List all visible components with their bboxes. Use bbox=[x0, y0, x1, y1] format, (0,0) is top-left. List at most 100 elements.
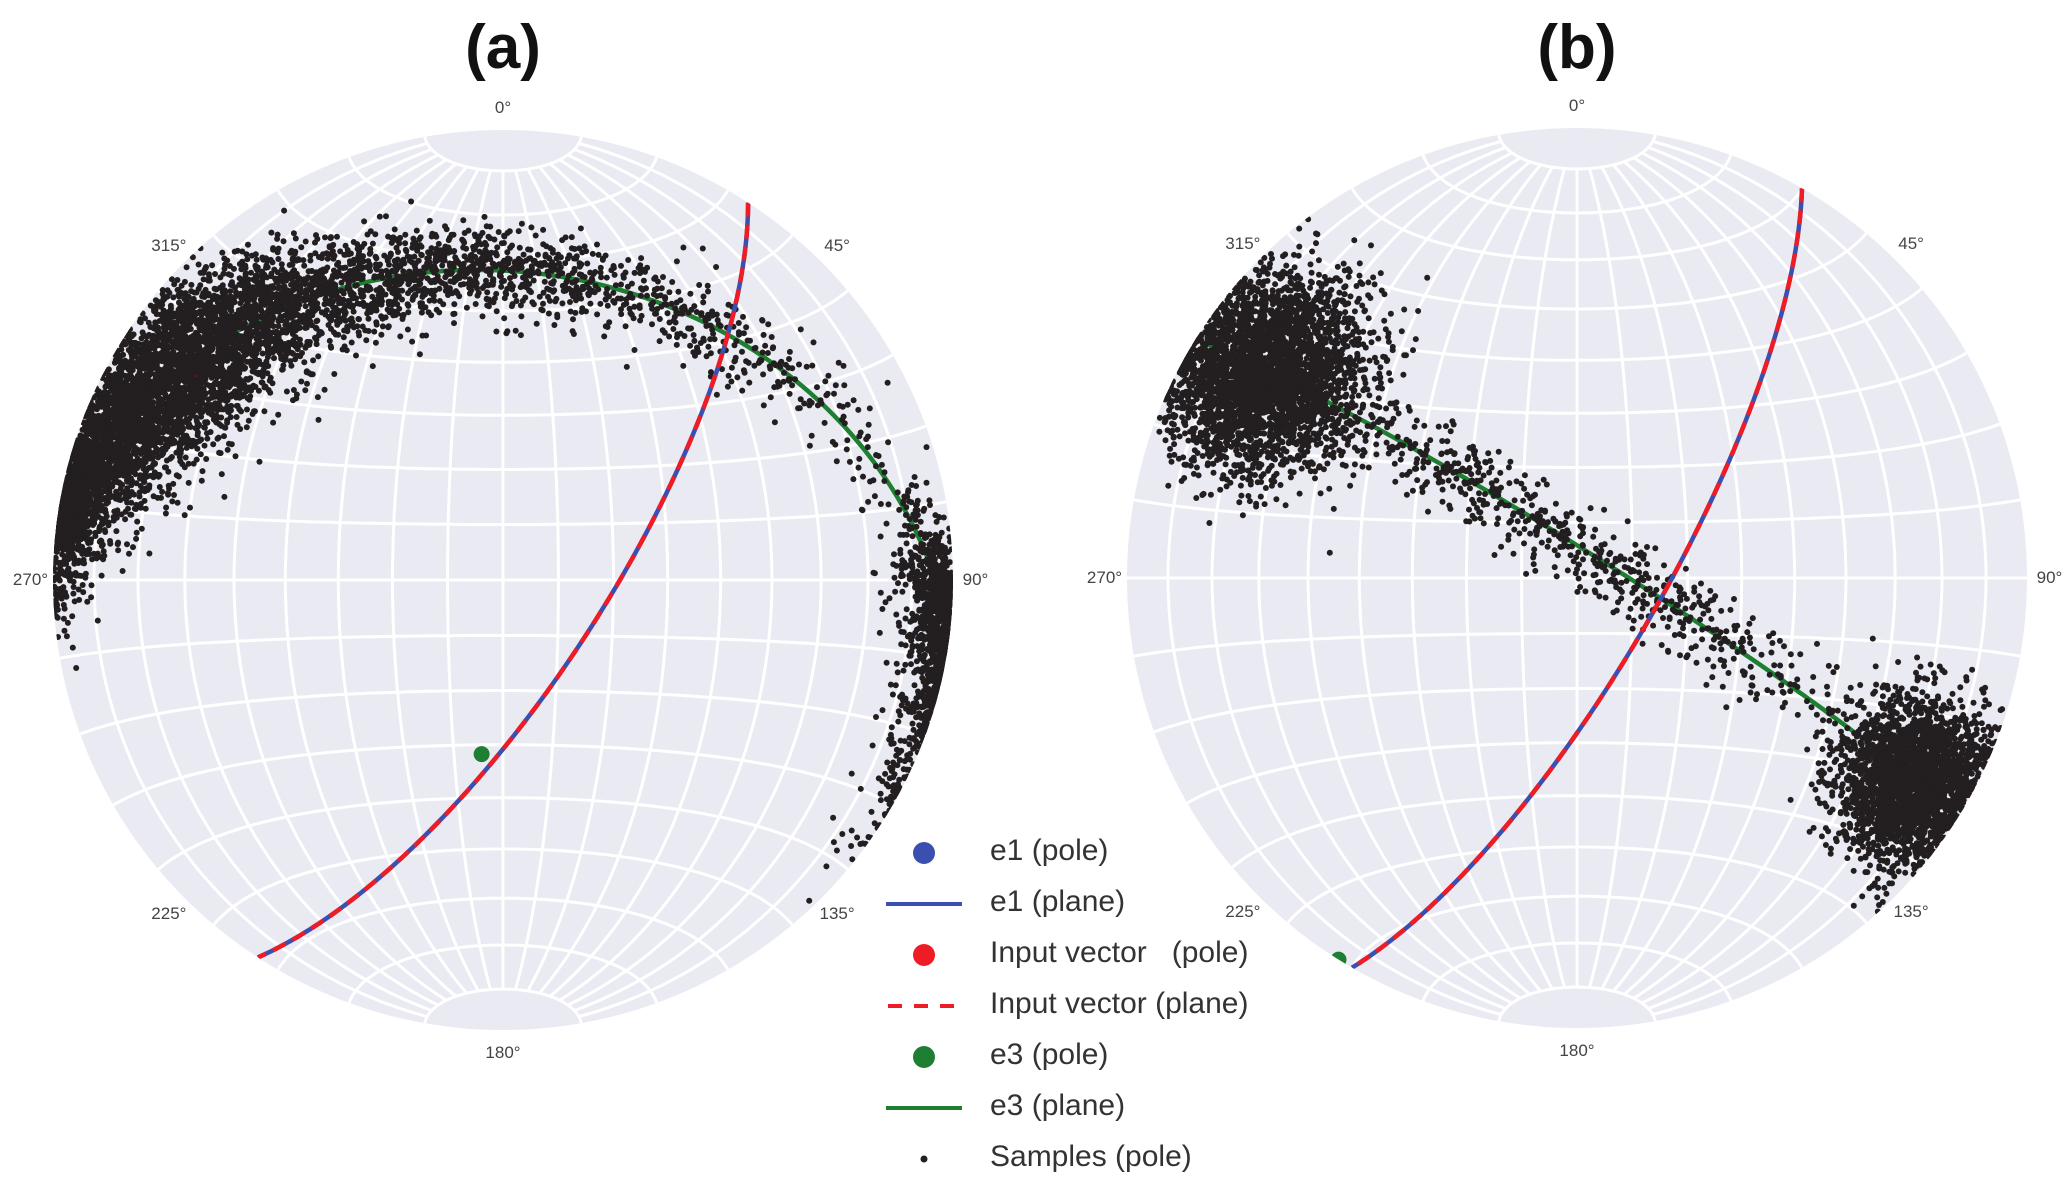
sample-point bbox=[431, 269, 437, 276]
sample-point bbox=[70, 590, 77, 597]
sample-point bbox=[122, 516, 129, 523]
sample-point bbox=[328, 234, 334, 241]
grid-meridian bbox=[445, 170, 492, 990]
sample-point bbox=[900, 766, 907, 773]
sample-point bbox=[124, 499, 131, 506]
sample-point bbox=[498, 283, 505, 290]
grid-meridian bbox=[558, 158, 774, 1002]
sample-point bbox=[200, 276, 207, 283]
sample-point bbox=[877, 797, 884, 804]
sample-point bbox=[374, 287, 381, 294]
sample-point bbox=[810, 339, 817, 346]
sample-point bbox=[428, 233, 435, 240]
sample-point bbox=[465, 227, 472, 234]
sample-point bbox=[869, 742, 876, 749]
sample-point bbox=[939, 555, 946, 562]
sample-point bbox=[833, 847, 840, 854]
sample-point bbox=[130, 544, 136, 551]
samples bbox=[53, 198, 953, 904]
sample-point bbox=[367, 246, 374, 252]
sample-point bbox=[258, 379, 265, 386]
sample-point bbox=[404, 301, 411, 308]
sample-point bbox=[161, 312, 168, 319]
sample-point bbox=[885, 439, 892, 446]
sample-point bbox=[841, 382, 848, 389]
sample-point bbox=[201, 442, 208, 449]
sample-point bbox=[94, 550, 101, 557]
sample-point bbox=[298, 244, 305, 251]
sample-point bbox=[80, 589, 87, 596]
sample-point bbox=[914, 749, 921, 756]
sample-point bbox=[760, 371, 767, 378]
sample-point bbox=[170, 294, 177, 301]
sample-point bbox=[871, 820, 878, 827]
sample-point bbox=[893, 660, 900, 667]
sample-point bbox=[252, 251, 259, 258]
sample-point bbox=[765, 321, 772, 328]
sample-point bbox=[728, 378, 735, 385]
sample-point bbox=[739, 348, 745, 355]
sample-point bbox=[890, 759, 897, 766]
sample-point bbox=[877, 501, 884, 507]
sample-point bbox=[690, 349, 697, 356]
sample-point bbox=[318, 330, 325, 337]
sample-point bbox=[899, 557, 906, 564]
sample-point bbox=[491, 236, 498, 243]
sample-point bbox=[177, 450, 184, 457]
sample-point bbox=[225, 408, 232, 415]
sample-point bbox=[764, 350, 771, 356]
sample-point bbox=[680, 244, 687, 251]
sample-point bbox=[831, 390, 837, 397]
sample-point bbox=[903, 504, 910, 511]
sample-point bbox=[830, 839, 837, 846]
sample-point bbox=[404, 326, 411, 333]
sample-point bbox=[312, 239, 318, 246]
sample-point bbox=[724, 383, 731, 390]
sample-point bbox=[416, 236, 423, 243]
sample-point bbox=[907, 750, 914, 757]
sample-point bbox=[151, 308, 158, 315]
sample-point bbox=[865, 421, 872, 428]
sample-point bbox=[618, 281, 624, 288]
sample-point bbox=[598, 274, 605, 281]
sample-point bbox=[696, 282, 703, 288]
sample-point bbox=[568, 234, 575, 241]
sample-point bbox=[624, 283, 631, 290]
sample-point bbox=[176, 299, 182, 306]
sample-point bbox=[378, 331, 385, 338]
sample-point bbox=[391, 226, 398, 233]
sample-point bbox=[88, 582, 95, 589]
sample-point bbox=[703, 323, 710, 329]
sample-point bbox=[69, 644, 76, 651]
sample-point bbox=[185, 479, 192, 486]
sample-point bbox=[105, 522, 112, 529]
sample-point bbox=[101, 552, 108, 559]
sample-point bbox=[877, 589, 884, 596]
sample-point bbox=[631, 269, 638, 276]
sample-point bbox=[883, 781, 890, 788]
sample-point bbox=[357, 287, 364, 294]
sample-point bbox=[493, 328, 500, 335]
sample-point bbox=[917, 530, 924, 536]
sample-point bbox=[535, 270, 542, 277]
sample-point bbox=[210, 441, 217, 448]
sample-point bbox=[493, 308, 500, 315]
sample-point bbox=[888, 724, 895, 731]
sample-point bbox=[362, 327, 369, 334]
sample-point bbox=[814, 384, 820, 391]
sample-point bbox=[301, 262, 308, 269]
sample-point bbox=[501, 277, 507, 284]
sample-point bbox=[604, 302, 611, 309]
sample-point bbox=[126, 550, 132, 557]
sample-point bbox=[855, 406, 862, 413]
sample-point bbox=[895, 708, 902, 715]
sample-point bbox=[326, 337, 333, 344]
sample-point bbox=[393, 244, 400, 251]
sample-point bbox=[188, 288, 195, 295]
sample-point bbox=[597, 264, 604, 271]
sample-point bbox=[666, 289, 673, 296]
sample-point bbox=[636, 305, 643, 311]
sample-point bbox=[903, 606, 910, 613]
sample-point bbox=[400, 311, 407, 318]
sample-point bbox=[60, 615, 67, 622]
